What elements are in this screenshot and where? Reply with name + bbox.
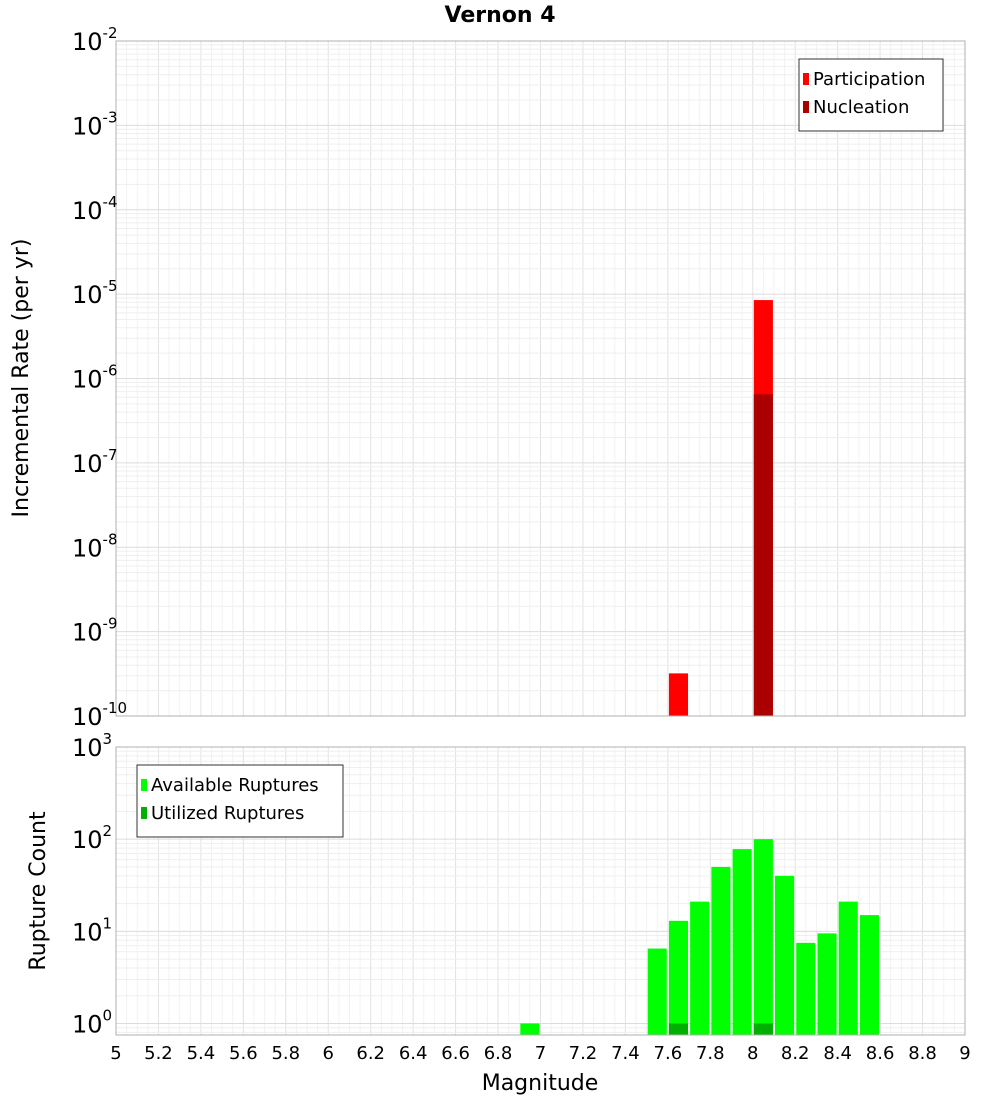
legend-box: [798, 58, 944, 132]
legend-swatch: [803, 101, 809, 113]
legend-label: Utilized Ruptures: [151, 803, 304, 824]
chart-title: Vernon 4: [445, 3, 556, 28]
y-axis-label: Incremental Rate (per yr): [9, 239, 34, 518]
series-utilized-ruptures: [668, 1023, 773, 1035]
legend-label: Available Ruptures: [151, 775, 319, 796]
x-tick-label: 7: [535, 1043, 546, 1064]
x-tick-label: 6.8: [484, 1043, 513, 1064]
x-tick-label: 8.8: [908, 1043, 937, 1064]
x-axis-label: Magnitude: [482, 1071, 599, 1096]
legend-swatch: [141, 807, 147, 819]
bar: [817, 933, 837, 1035]
x-tick-label: 5.8: [271, 1043, 300, 1064]
legend-swatch: [141, 779, 147, 791]
x-tick-label: 6: [323, 1043, 334, 1064]
legend-box: [136, 764, 344, 838]
y-tick-label: 10-2: [72, 24, 118, 56]
bar: [753, 839, 773, 1035]
x-tick-label: 8.2: [781, 1043, 810, 1064]
legend: Participation Nucleation: [798, 58, 944, 132]
x-axis: 5 5.2 5.4 5.6 5.8 6 6.2 6.4 6.6 6.8 7 7.2 7.4 7.6 7.8 8…: [110, 1043, 970, 1064]
bar: [668, 673, 689, 716]
series-nucleation: [753, 394, 773, 716]
y-tick-label: 103: [72, 730, 112, 762]
x-tick-label: 5: [110, 1043, 121, 1064]
y-tick-label: 10-4: [72, 193, 118, 225]
x-tick-label: 7.4: [611, 1043, 640, 1064]
bar: [668, 1023, 689, 1035]
plot-frame: [115, 40, 966, 717]
x-tick-label: 6.2: [356, 1043, 385, 1064]
x-tick-label: 7.2: [569, 1043, 598, 1064]
y-tick-label: 102: [72, 822, 112, 854]
legend: Available Ruptures Utilized Ruptures: [136, 764, 344, 838]
y-tick-label: 100: [72, 1006, 112, 1038]
x-tick-label: 7.8: [696, 1043, 725, 1064]
x-tick-label: 6.4: [399, 1043, 428, 1064]
x-tick-label: 6.6: [441, 1043, 470, 1064]
bar: [775, 875, 795, 1035]
bar: [520, 1023, 540, 1035]
bar: [753, 394, 773, 716]
x-tick-label: 8.4: [823, 1043, 852, 1064]
legend-label: Participation: [813, 69, 925, 90]
y-tick-label: 10-5: [72, 277, 118, 309]
bar: [711, 866, 731, 1035]
bar: [859, 915, 880, 1035]
y-tick-label: 10-3: [72, 108, 118, 140]
x-tick-label: 7.6: [654, 1043, 683, 1064]
x-tick-label: 5.6: [229, 1043, 258, 1064]
y-axis-ticks: 100 101 102 103: [72, 730, 112, 1038]
series-available-ruptures: [520, 839, 880, 1035]
y-tick-label: 101: [72, 914, 112, 946]
bar: [732, 849, 752, 1035]
bar: [753, 1023, 773, 1035]
y-tick-label: 10-7: [72, 446, 118, 478]
x-tick-label: 5.2: [144, 1043, 173, 1064]
y-tick-label: 10-10: [72, 699, 127, 731]
bar: [796, 942, 816, 1035]
panel-rupture-count: 100 101 102 103 Rupture Count Available Ruptu…: [26, 730, 966, 1038]
bar: [668, 920, 689, 1035]
grid: [115, 41, 966, 717]
legend-label: Nucleation: [813, 97, 909, 118]
x-tick-label: 8: [747, 1043, 758, 1064]
y-tick-label: 10-9: [72, 615, 118, 647]
x-tick-label: 5.4: [187, 1043, 216, 1064]
legend-swatch: [803, 73, 809, 85]
x-tick-label: 9: [959, 1043, 970, 1064]
y-tick-label: 10-8: [72, 530, 118, 562]
panel-incremental-rate: 10-10 10-9 10-8 10-7 10-6 10-5 10-4 10-3 10-2 Inc…: [9, 24, 966, 731]
bar: [647, 948, 667, 1035]
y-axis-label: Rupture Count: [26, 811, 51, 971]
bar: [690, 901, 710, 1035]
bar: [838, 901, 858, 1035]
y-tick-label: 10-6: [72, 362, 118, 394]
plot-frame: [115, 746, 966, 1036]
x-tick-label: 8.6: [866, 1043, 895, 1064]
y-axis-ticks: 10-10 10-9 10-8 10-7 10-6 10-5 10-4 10-3 10-2: [72, 24, 127, 731]
